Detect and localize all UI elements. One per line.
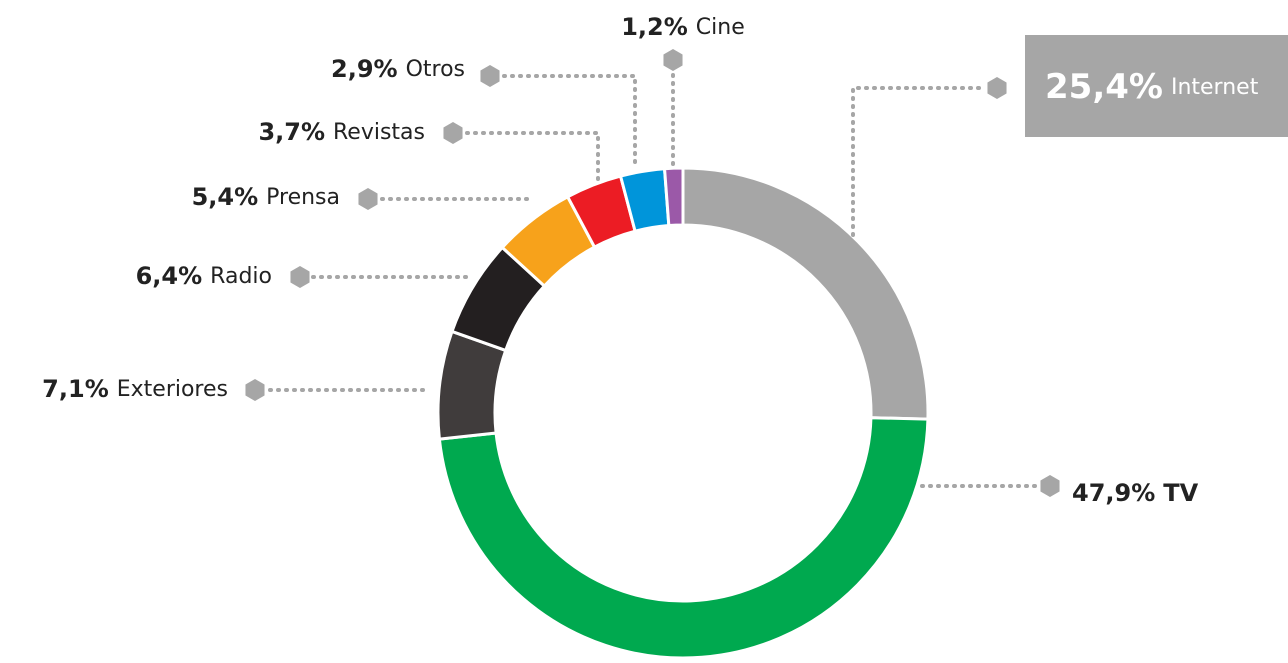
- slice-label: 1,2% Cine: [621, 13, 745, 41]
- category-label: Otros: [406, 57, 465, 82]
- category-label: Cine: [696, 15, 745, 40]
- leader-dot: [663, 49, 683, 71]
- donut-slice: [662, 166, 685, 228]
- leader-dot: [1040, 475, 1060, 497]
- value-label: 25,4%: [1045, 67, 1163, 107]
- leader-dot: [443, 122, 463, 144]
- category-label: Revistas: [333, 120, 425, 145]
- slice-label: 7,1% Exteriores: [42, 375, 228, 403]
- slice-label: 5,4% Prensa: [192, 183, 340, 211]
- value-label: 3,7%: [258, 118, 325, 146]
- leader-line: [465, 131, 600, 185]
- leader-dot: [245, 379, 265, 401]
- value-label: 7,1%: [42, 375, 109, 403]
- leader-dot: [290, 266, 310, 288]
- value-label: 5,4%: [192, 183, 259, 211]
- value-label: 2,9%: [331, 55, 398, 83]
- slice-label: 3,7% Revistas: [258, 118, 425, 146]
- category-label: TV: [1163, 479, 1198, 507]
- leader-line: [851, 86, 987, 237]
- category-label: Prensa: [266, 185, 340, 210]
- category-label: Internet: [1171, 75, 1259, 100]
- leader-dot: [358, 188, 378, 210]
- category-label: Radio: [210, 264, 272, 289]
- donut-slice: [681, 166, 930, 421]
- category-label: Exteriores: [117, 377, 228, 402]
- leader-dot: [480, 65, 500, 87]
- value-label: 6,4%: [136, 262, 203, 290]
- value-label: 47,9%: [1072, 479, 1155, 507]
- donut-slice: [437, 416, 930, 660]
- slice-label: 47,9% TV: [1072, 479, 1199, 507]
- leader-dot: [987, 77, 1007, 99]
- slice-label: 2,9% Otros: [331, 55, 465, 83]
- slice-label: 25,4% Internet: [1045, 67, 1259, 107]
- leader-line: [502, 74, 637, 167]
- highlight-box: [1025, 35, 1288, 137]
- slice-label: 6,4% Radio: [136, 262, 272, 290]
- value-label: 1,2%: [621, 13, 688, 41]
